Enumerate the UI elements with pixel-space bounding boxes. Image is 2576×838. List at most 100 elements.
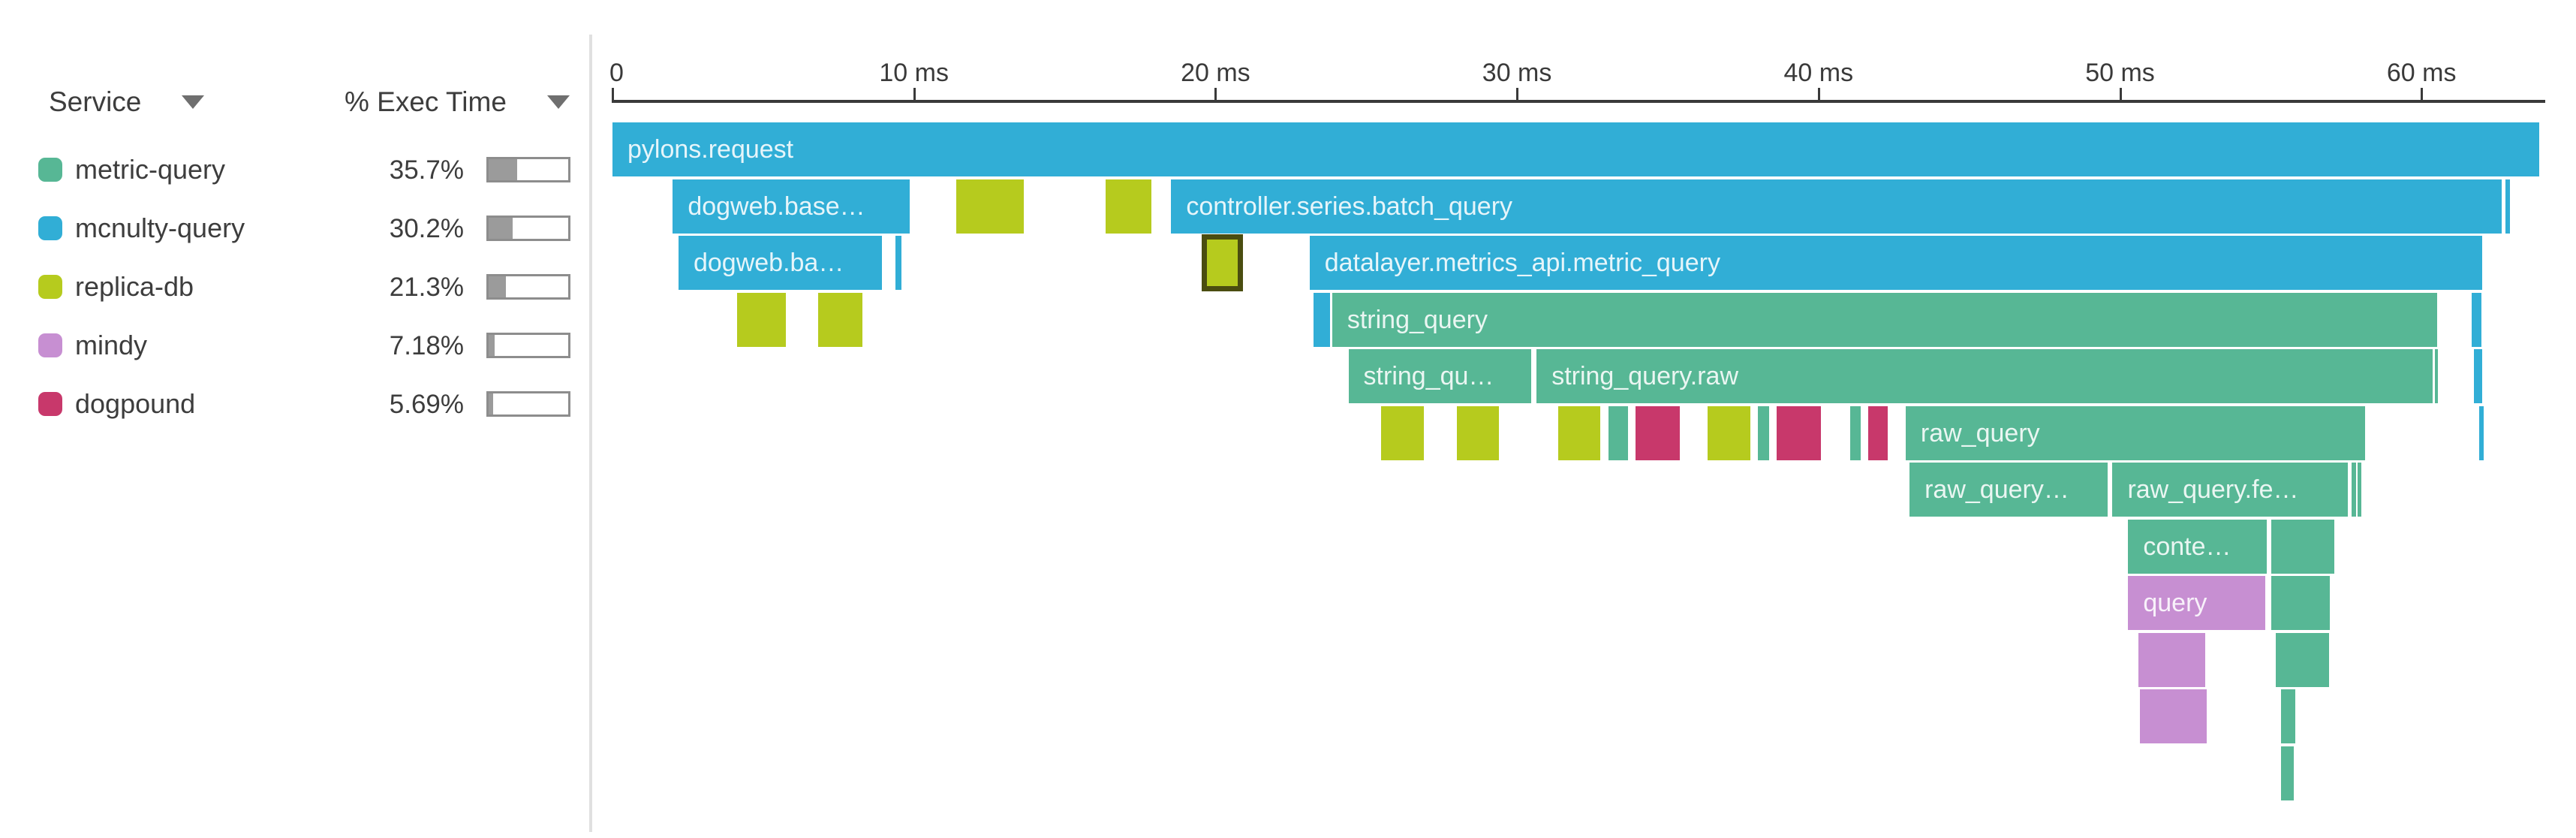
service-color-swatch bbox=[38, 333, 62, 357]
trace-span-label: string_query bbox=[1347, 305, 1488, 334]
time-axis bbox=[612, 100, 2545, 103]
trace-span[interactable] bbox=[1757, 405, 1769, 460]
exec-time-value: 21.3% bbox=[389, 273, 464, 302]
exec-time-meter bbox=[486, 333, 570, 358]
trace-span[interactable] bbox=[2474, 349, 2483, 403]
trace-span[interactable] bbox=[955, 179, 1024, 234]
exec-time-sort-header[interactable]: % Exec Time bbox=[345, 84, 570, 120]
trace-span[interactable] bbox=[895, 236, 901, 290]
service-color-swatch bbox=[38, 158, 62, 182]
axis-tick-label: 20 ms bbox=[1181, 59, 1250, 87]
trace-span[interactable] bbox=[2140, 689, 2207, 743]
trace-span[interactable] bbox=[1636, 405, 1680, 460]
trace-span-label: dogweb.base… bbox=[688, 191, 865, 221]
trace-span[interactable] bbox=[2271, 519, 2335, 574]
trace-span-label: raw_query… bbox=[1924, 475, 2069, 504]
trace-span-label: pylons.request bbox=[627, 135, 794, 164]
exec-time-column-label: % Exec Time bbox=[345, 86, 507, 117]
service-row-mindy[interactable]: mindy 7.18% bbox=[0, 316, 590, 375]
trace-span[interactable] bbox=[2281, 689, 2295, 743]
trace-span-controller.series.batch_query[interactable]: controller.series.batch_query bbox=[1171, 179, 2502, 234]
trace-span-label: raw_query bbox=[1920, 418, 2040, 448]
trace-span[interactable] bbox=[2352, 463, 2357, 517]
trace-span-dogweb.base[interactable]: dogweb.base… bbox=[673, 179, 910, 234]
service-name: metric-query bbox=[75, 154, 226, 185]
trace-span-raw_query.fe[interactable]: raw_query.fe… bbox=[2112, 463, 2349, 517]
axis-tick-label: 60 ms bbox=[2386, 59, 2457, 87]
axis-tick-label: 0 bbox=[609, 59, 624, 87]
trace-span-label: controller.series.batch_query bbox=[1186, 191, 1513, 221]
axis-tick bbox=[913, 88, 916, 100]
trace-span[interactable] bbox=[2271, 576, 2331, 630]
trace-span[interactable] bbox=[817, 292, 862, 347]
trace-span[interactable] bbox=[1558, 405, 1601, 460]
trace-span-string_qu[interactable]: string_qu… bbox=[1348, 349, 1531, 403]
service-row-metric-query[interactable]: metric-query 35.7% bbox=[0, 140, 590, 199]
trace-span[interactable] bbox=[1608, 405, 1628, 460]
trace-span-string_query[interactable]: string_query bbox=[1332, 292, 2438, 347]
trace-span-label: datalayer.metrics_api.metric_query bbox=[1324, 249, 1720, 277]
axis-tick-label: 40 ms bbox=[1783, 59, 1854, 87]
service-name: mindy bbox=[75, 330, 148, 360]
trace-span-dogweb.ba[interactable]: dogweb.ba… bbox=[678, 236, 882, 290]
exec-time-meter-fill bbox=[489, 159, 517, 180]
axis-tick bbox=[1817, 88, 1820, 100]
trace-span-raw_query[interactable]: raw_query… bbox=[1909, 463, 2108, 517]
service-panel: Service % Exec Time metric-query 35.7% mcn… bbox=[0, 0, 590, 838]
service-color-swatch bbox=[38, 216, 62, 240]
trace-span[interactable] bbox=[1313, 292, 1331, 347]
trace-span-pylons.request[interactable]: pylons.request bbox=[612, 122, 2539, 176]
trace-span[interactable] bbox=[1776, 405, 1821, 460]
trace-span[interactable] bbox=[2505, 179, 2511, 234]
trace-span[interactable] bbox=[2138, 632, 2205, 687]
exec-time-meter bbox=[486, 216, 570, 241]
axis-tick bbox=[2421, 88, 2424, 100]
trace-span[interactable] bbox=[1707, 405, 1750, 460]
exec-time-meter bbox=[486, 157, 570, 182]
trace-span[interactable] bbox=[737, 292, 786, 347]
trace-span[interactable] bbox=[2435, 349, 2439, 403]
exec-time-value: 35.7% bbox=[389, 155, 464, 185]
trace-span-label: conte… bbox=[2143, 532, 2231, 561]
service-sort-header[interactable]: Service bbox=[49, 84, 205, 120]
axis-tick-label: 10 ms bbox=[879, 59, 949, 87]
service-row-replica-db[interactable]: replica-db 21.3% bbox=[0, 258, 590, 316]
trace-span-label: query bbox=[2143, 589, 2207, 617]
trace-span-label: string_qu… bbox=[1363, 362, 1494, 390]
exec-time-meter bbox=[486, 274, 570, 300]
exec-time-meter-fill bbox=[489, 335, 495, 356]
exec-time-value: 7.18% bbox=[389, 331, 464, 360]
trace-span-string_query.raw[interactable]: string_query.raw bbox=[1536, 349, 2433, 403]
trace-span[interactable] bbox=[2478, 405, 2484, 460]
service-row-mcnulty-query[interactable]: mcnulty-query 30.2% bbox=[0, 199, 590, 258]
panel-divider bbox=[589, 35, 592, 832]
trace-span[interactable] bbox=[2275, 632, 2329, 687]
trace-span-conte[interactable]: conte… bbox=[2128, 519, 2267, 574]
axis-tick bbox=[1516, 88, 1519, 100]
exec-time-meter-fill bbox=[489, 393, 494, 414]
exec-time-meter-fill bbox=[489, 276, 506, 297]
service-name: replica-db bbox=[75, 271, 194, 302]
trace-span-raw_query[interactable]: raw_query bbox=[1905, 405, 2366, 460]
service-color-swatch bbox=[38, 392, 62, 416]
trace-span[interactable] bbox=[1868, 405, 1888, 460]
axis-tick-label: 30 ms bbox=[1482, 59, 1552, 87]
trace-span[interactable] bbox=[2281, 746, 2294, 800]
exec-time-value: 5.69% bbox=[389, 390, 464, 419]
axis-tick bbox=[612, 88, 614, 100]
axis-tick-label: 50 ms bbox=[2085, 59, 2155, 87]
trace-span-label: raw_query.fe… bbox=[2127, 475, 2299, 504]
service-name: mcnulty-query bbox=[75, 213, 245, 243]
trace-span-query[interactable]: query bbox=[2128, 576, 2265, 630]
service-row-dogpound[interactable]: dogpound 5.69% bbox=[0, 375, 590, 433]
trace-span[interactable] bbox=[1380, 405, 1424, 460]
trace-span[interactable] bbox=[1201, 234, 1244, 291]
trace-span[interactable] bbox=[1849, 405, 1861, 460]
trace-span-datalayer.metrics_api.metric_query[interactable]: datalayer.metrics_api.metric_query bbox=[1309, 236, 2483, 290]
service-name: dogpound bbox=[75, 388, 196, 419]
trace-span[interactable] bbox=[2472, 292, 2482, 347]
trace-span[interactable] bbox=[2358, 463, 2361, 517]
trace-span[interactable] bbox=[1456, 405, 1499, 460]
trace-span[interactable] bbox=[1106, 179, 1152, 234]
